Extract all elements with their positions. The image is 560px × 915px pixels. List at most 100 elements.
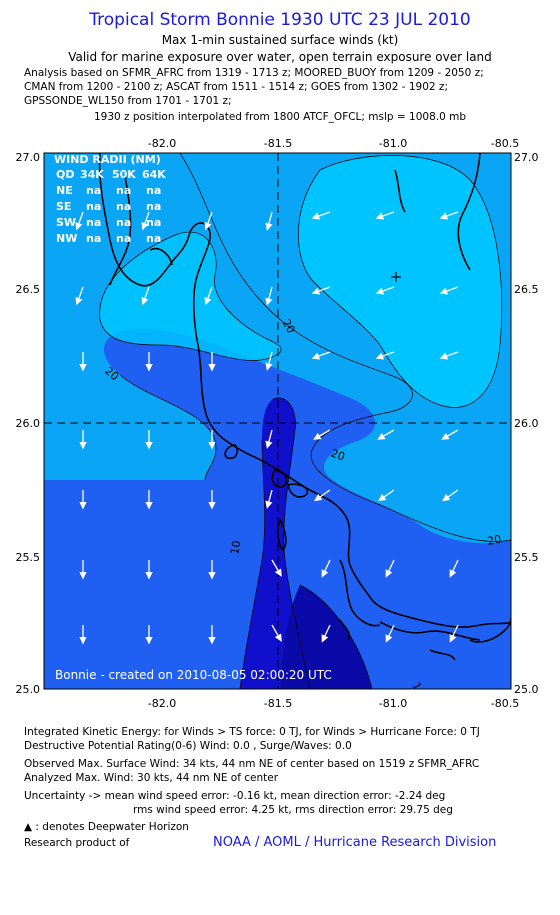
wind-radii-header: 50K: [112, 168, 136, 181]
x-tick-labels-top: -82.0 -81.5 -81.0 -80.5: [148, 137, 519, 150]
ike-line: Integrated Kinetic Energy: for Winds > T…: [24, 726, 480, 738]
wind-vector-head: [441, 432, 450, 440]
wind-vector-head: [145, 571, 153, 580]
wind-vector-head: [314, 493, 323, 502]
x-tick-label: -82.0: [148, 137, 176, 150]
wind-radii-cell: SE: [56, 200, 71, 213]
wind-vector-head: [274, 568, 282, 577]
wind-radii-cell: na: [146, 200, 161, 213]
map-subtitle: Max 1-min sustained surface winds (kt): [161, 33, 399, 47]
wind-vector-head: [208, 501, 216, 510]
wind-radii-cell: na: [86, 184, 101, 197]
wind-radii-cell: na: [116, 200, 131, 213]
wind-vectors: [75, 211, 459, 645]
wind-vector-head: [377, 432, 386, 440]
wind-vector-head: [79, 636, 87, 645]
wind-vector-head: [79, 571, 87, 580]
wind-vector-head: [79, 363, 87, 372]
wind-radii-cell: na: [116, 216, 131, 229]
deepwater-legend: ▲ : denotes Deepwater Horizon: [24, 821, 189, 833]
valid-line: Valid for marine exposure over water, op…: [68, 50, 492, 64]
wind-band-30plus-left: [99, 232, 282, 361]
wind-vector-head: [274, 633, 282, 642]
x-tick-label: -80.5: [491, 137, 519, 150]
wind-vector-head: [265, 222, 273, 231]
wind-vector-head: [378, 493, 387, 502]
wind-radii-cell: NE: [56, 184, 73, 197]
wind-radii-table: WIND RADII (NM) QD 34K 50K 64K NE na na …: [54, 153, 166, 245]
wind-vector-head: [321, 569, 329, 578]
wind-vector-head: [439, 212, 449, 220]
wind-vector-head: [204, 221, 212, 231]
wind-vector-head: [449, 569, 457, 578]
wind-radii-cell: na: [86, 200, 101, 213]
contour-label: 10: [409, 680, 427, 699]
y-tick-label: 26.5: [16, 283, 41, 296]
wind-vector-head: [313, 432, 322, 440]
x-tick-label: -81.5: [264, 697, 292, 710]
wind-vector-head: [208, 441, 216, 450]
interpolation-line: 1930 z position interpolated from 1800 A…: [93, 111, 467, 123]
wind-vector-head: [375, 212, 385, 220]
wind-vector-head: [79, 441, 87, 450]
contour-label: 20: [279, 317, 297, 336]
deepwater-icon: ▲: [24, 821, 33, 833]
deepwater-label: : denotes Deepwater Horizon: [35, 821, 189, 833]
y-tick-label: 27.0: [514, 151, 539, 164]
uncertainty-line: rms wind speed error: 4.25 kt, rms direc…: [133, 804, 453, 816]
x-tick-label: -81.0: [379, 697, 407, 710]
wind-vector-head: [439, 352, 449, 360]
wind-radii-cell: SW: [56, 216, 76, 229]
y-tick-label: 25.5: [16, 551, 41, 564]
wind-radii-header: 64K: [142, 168, 166, 181]
y-tick-labels-left: 27.0 26.5 26.0 25.5 25.0: [16, 151, 41, 696]
wind-vector-head: [385, 634, 393, 643]
wind-vector-head: [375, 352, 385, 360]
dpr-line: Destructive Potential Rating(0-6) Wind: …: [24, 740, 352, 752]
wind-radii-cell: na: [116, 232, 131, 245]
wind-radii-cell: na: [146, 184, 161, 197]
wind-vector-head: [265, 440, 273, 449]
wind-vector-head: [449, 634, 457, 643]
research-label: Research product of: [24, 837, 130, 849]
wind-vector-head: [75, 296, 83, 306]
analysis-line: Analysis based on SFMR_AFRC from 1319 - …: [24, 67, 484, 79]
wind-vector-head: [442, 493, 451, 502]
y-tick-label: 26.0: [16, 417, 41, 430]
x-tick-label: -81.5: [264, 137, 292, 150]
wind-vector-head: [311, 212, 321, 220]
wind-radii-title: WIND RADII (NM): [54, 153, 161, 166]
wind-radii-header: 34K: [80, 168, 104, 181]
wind-vector-head: [145, 363, 153, 372]
y-tick-label: 25.0: [514, 683, 539, 696]
y-tick-label: 26.5: [514, 283, 539, 296]
wind-radii-cell: na: [116, 184, 131, 197]
wind-vector-head: [79, 501, 87, 510]
contour-label: 20: [486, 533, 502, 548]
x-tick-label: -81.0: [379, 137, 407, 150]
wind-vector-head: [439, 287, 449, 295]
wind-vector-head: [321, 634, 329, 643]
wind-vector-head: [204, 296, 212, 306]
map-title: Tropical Storm Bonnie 1930 UTC 23 JUL 20…: [89, 10, 471, 30]
wind-vector-head: [145, 501, 153, 510]
analysis-line: GPSSONDE_WL150 from 1701 - 1701 z;: [24, 95, 232, 107]
analyzed-wind-line: Analyzed Max. Wind: 30 kts, 44 nm NE of …: [24, 772, 279, 784]
wind-vector-head: [208, 636, 216, 645]
wind-radii-cell: na: [86, 232, 101, 245]
wind-radii-cell: na: [146, 232, 161, 245]
uncertainty-line: Uncertainty -> mean wind speed error: -0…: [24, 790, 446, 802]
y-tick-labels-right: 27.0 26.5 26.0 25.5 25.0: [514, 151, 539, 696]
wind-vector-head: [145, 441, 153, 450]
contour-label: 20: [329, 447, 347, 464]
wind-radii-cell: na: [146, 216, 161, 229]
wind-vector-head: [145, 636, 153, 645]
wind-radii-header: QD: [56, 168, 74, 181]
wind-radii-cell: na: [86, 216, 101, 229]
y-tick-label: 26.0: [514, 417, 539, 430]
analysis-line: CMAN from 1200 - 2100 z; ASCAT from 1511…: [24, 81, 448, 93]
contour-lines: [99, 153, 511, 689]
noaa-link[interactable]: NOAA / AOML / Hurricane Research Divisio…: [213, 835, 497, 850]
wind-vector-head: [375, 287, 385, 295]
x-tick-label: -80.5: [491, 697, 519, 710]
